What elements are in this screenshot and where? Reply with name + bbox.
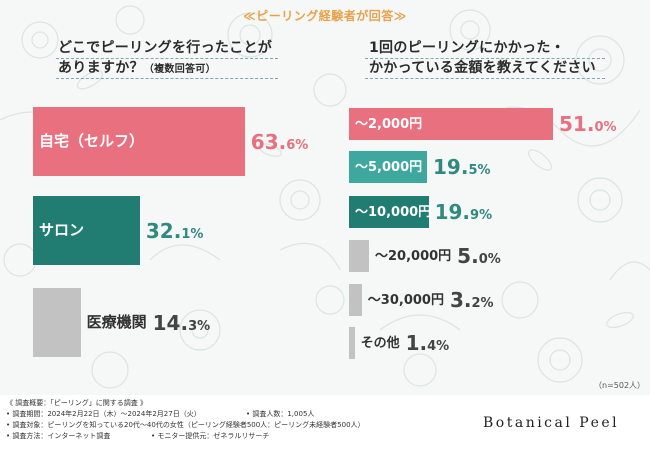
right-title-underline-2 [365,78,605,79]
left-bar-value-2: 14.3% [153,313,211,333]
right-bar-value-3-dec: 0% [478,252,501,267]
floral-background [0,5,650,389]
sample-size-note: （n=502人） [594,381,646,390]
right-chart-title-line2: かかっている金額を教えてください [369,60,596,76]
left-bar-2 [33,288,81,357]
footer-survey-overview: 《 調査概要：「ピーリング」に関する調査 》 [6,399,147,407]
left-bar-value-0: 63.6% [251,132,309,152]
left-bar-1 [33,196,140,265]
left-bar-value-0-int: 63. [250,129,287,154]
right-title-underline-1 [365,58,605,59]
right-chart-title: 1回のピーリングにかかった・ かかっている金額を教えてください [369,38,596,78]
footer: 《 調査概要：「ピーリング」に関する調査 》 • 調査期間：2024年2月22日… [0,395,650,450]
footer-survey-method: • 調査方法：インターネット調査 [6,432,111,440]
right-bar-3 [349,240,369,272]
left-chart-title: どこでピーリングを行ったことが ありますか？（複数回答可） [58,38,272,80]
right-bar-value-5-dec: 4% [427,339,450,354]
right-bar-5 [349,327,355,359]
left-bar-value-1-int: 32. [145,218,182,243]
right-bar-value-4: 3.2% [450,290,494,310]
right-bar-value-2-dec: 9% [470,208,493,223]
survey-header: ≪ピーリング経験者が回答≫ [243,9,407,23]
left-bar-label-0: 自宅（セルフ） [39,132,145,150]
brand-logo: Botanical Peel [483,415,620,431]
right-bar-label-0: ～2,000円 [355,116,423,132]
right-bar-value-0-dec: 0% [594,120,617,135]
right-bar-value-0: 51.0% [559,114,617,134]
left-chart-title-line2: ありますか？ [58,60,144,76]
right-bar-value-5-int: 1. [405,331,428,355]
right-bar-0 [349,108,553,140]
right-chart-title-line1: 1回のピーリングにかかった・ [369,40,565,56]
right-bar-value-2-int: 19. [434,200,471,224]
right-bar-value-3: 5.0% [457,246,501,266]
right-bar-value-4-dec: 2% [471,296,494,311]
footer-survey-period: • 調査期間：2024年2月22日（木）～2024年2月27日（火） [6,410,201,418]
left-chart-title-note: （複数回答可） [143,64,216,75]
footer-survey-target: • 調査対象：ピーリングを知っている20代～40代の女性（ピーリング経験者500… [6,421,365,429]
right-bar-label-4: ～30,000円 [367,292,444,308]
left-bar-label-2: 医療機関 [86,313,147,331]
right-bar-1 [349,151,427,183]
right-bar-value-0-int: 51. [559,112,595,136]
right-bar-label-1: ～5,000円 [355,159,423,175]
right-bar-value-2: 19.9% [435,202,493,222]
right-bar-label-3: ～20,000円 [375,248,452,264]
left-bar-label-1: サロン [39,221,85,239]
footer-survey-count: • 調査人数：1,005人 [246,410,315,418]
right-bar-value-1-dec: 5% [468,163,491,178]
right-bar-4 [349,284,362,316]
left-chart-title-line1: どこでピーリングを行ったことが [58,40,273,56]
right-bar-value-1: 19.5% [433,157,491,177]
left-bar-0 [33,107,245,176]
right-bar-value-4-int: 3. [449,288,472,312]
right-bar-value-1-int: 19. [433,155,469,179]
footer-survey-provider: • モニター提供元：ゼネラルリサーチ [151,432,270,440]
left-title-underline-1 [56,58,278,59]
left-bar-value-0-dec: 6% [286,137,309,153]
left-title-underline-2 [56,78,278,79]
right-bar-label-2: ～10,000円 [355,204,432,220]
right-bar-value-3-int: 5. [457,244,479,268]
right-bar-value-5: 1.4% [406,333,450,353]
left-bar-value-2-dec: 3% [188,318,211,334]
left-bar-value-1-dec: 1% [181,226,204,242]
left-bar-value-1: 32.1% [146,221,204,241]
right-bar-2 [349,196,429,228]
left-bar-value-2-int: 14. [152,310,189,335]
right-bar-label-5: その他 [360,335,400,351]
